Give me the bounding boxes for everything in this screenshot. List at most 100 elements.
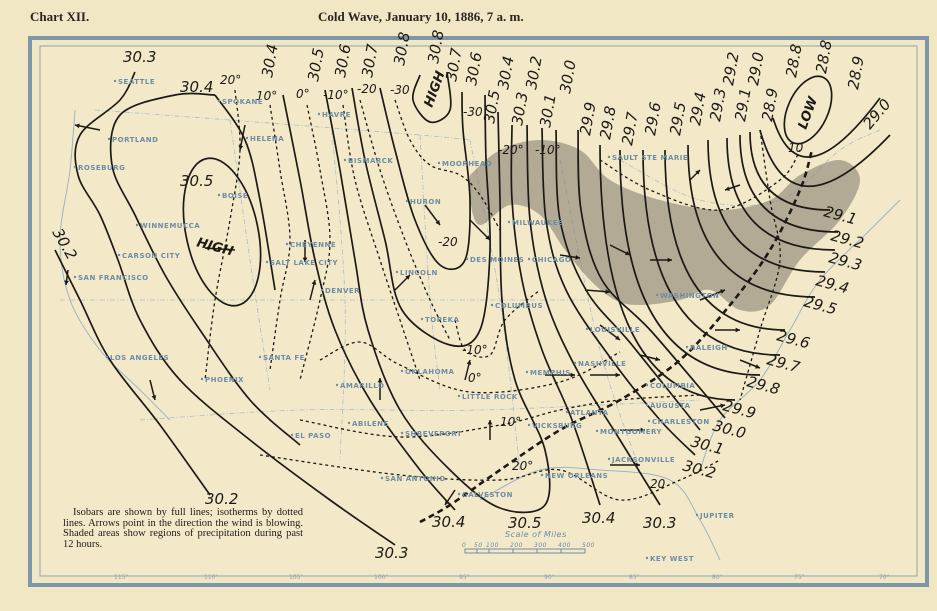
city-dot <box>395 270 399 274</box>
city-label: SHREVEPORT <box>405 430 462 438</box>
isobar-line <box>214 94 276 291</box>
isobar-line <box>707 139 826 273</box>
isobar-line <box>109 92 301 446</box>
isobar-label: 30.2 <box>522 55 546 91</box>
wind-arrowhead-icon <box>615 372 620 378</box>
city-dot <box>400 369 404 373</box>
isobar-label: 30.3 <box>643 514 676 532</box>
isotherm-label: 0° <box>296 87 310 101</box>
wind-arrowhead-icon <box>735 327 740 333</box>
scale-title: Scale of Miles <box>505 530 567 539</box>
isobar-line <box>772 97 881 158</box>
isobar-label: 30.0 <box>556 59 580 95</box>
city-dot <box>527 423 531 427</box>
city-label: ATLANTA <box>570 409 609 417</box>
isobar-line <box>411 71 452 124</box>
isotherm-label: -10° <box>462 343 488 357</box>
city-label: CHICAGO <box>532 256 571 264</box>
isotherm-label: -10° <box>535 143 561 157</box>
longitude-label: 100° <box>374 574 388 581</box>
city-dot <box>405 199 409 203</box>
coastline-gulf <box>479 466 721 561</box>
longitude-label: 80° <box>712 574 723 581</box>
city-dot <box>490 303 494 307</box>
wind-arrowhead-icon <box>640 427 645 433</box>
isobar-line <box>687 144 816 298</box>
isobar-line <box>379 87 471 271</box>
wind-arrowhead-icon <box>238 145 244 150</box>
city-dot <box>117 253 121 257</box>
city-dot <box>113 79 117 83</box>
longitude-label: 90° <box>544 574 555 581</box>
city-label: LITTLE ROCK <box>462 393 518 401</box>
scale-of-miles: Scale of Miles 0 50 100 200 300 400 500 <box>462 530 594 554</box>
isobar-line <box>54 249 211 496</box>
city-dot <box>380 476 384 480</box>
city-dot <box>525 370 529 374</box>
isobar-label: 30.5 <box>180 172 213 190</box>
city-dot <box>343 158 347 162</box>
city-label: ROSEBURG <box>78 164 125 172</box>
city-dot <box>265 260 269 264</box>
wind-arrowhead-icon <box>695 170 700 175</box>
wind-arrowhead-icon <box>151 395 157 400</box>
isobar-line <box>619 149 761 376</box>
city-label: RALEIGH <box>690 344 728 352</box>
city-label: ABILENE <box>352 420 389 428</box>
city-label: AMARILLO <box>340 382 384 390</box>
city-dot <box>465 257 469 261</box>
city-label: LOS ANGELES <box>110 354 169 362</box>
wind-arrows <box>64 123 761 506</box>
precipitation-shading <box>469 140 860 312</box>
boundary-line <box>94 109 471 141</box>
city-label: WINNEMUCCA <box>140 222 200 230</box>
wind-arrowhead-icon <box>487 420 493 425</box>
wind-arrowhead-icon <box>625 250 630 256</box>
isobar-label: 30.6 <box>462 51 486 87</box>
map-title: Cold Wave, January 10, 1886, 7 a. m. <box>318 9 524 24</box>
isotherm-line <box>394 99 501 231</box>
city-label: HAVRE <box>322 111 351 119</box>
city-dot <box>457 394 461 398</box>
city-dot <box>317 112 321 116</box>
wind-arrowhead-icon <box>64 280 69 285</box>
city-dot <box>217 99 221 103</box>
isobars <box>54 71 891 546</box>
city-label: JUPITER <box>699 512 735 520</box>
isobar-line <box>282 94 456 511</box>
city-dot <box>320 288 324 292</box>
city-label: PHOENIX <box>205 376 244 384</box>
city-dot <box>290 433 294 437</box>
isobar-line <box>642 149 781 356</box>
chart-number: Chart XII. <box>30 9 90 24</box>
city-dot <box>695 513 699 517</box>
isobar-line <box>759 129 891 188</box>
city-dot <box>400 431 404 435</box>
wind-arrowhead-icon <box>605 289 610 295</box>
city-label: PORTLAND <box>112 136 158 144</box>
isotherm-label: 0° <box>468 371 482 385</box>
city-dot <box>347 421 351 425</box>
city-dot <box>645 403 649 407</box>
city-label: DENVER <box>325 287 360 295</box>
scale-tick: 300 <box>534 542 547 549</box>
longitude-label: 105° <box>289 574 303 581</box>
isobar-line <box>577 129 726 419</box>
isotherm-label: -30 <box>390 83 410 97</box>
map-outer-border <box>28 36 929 587</box>
wind-arrowhead-icon <box>466 360 472 365</box>
coastline-west <box>59 109 171 421</box>
city-dot <box>527 257 531 261</box>
wind-arrowhead-icon <box>755 364 760 369</box>
city-dot <box>685 345 689 349</box>
isobar-line <box>739 134 839 233</box>
wind-arrow <box>469 219 491 241</box>
city-dot <box>73 275 77 279</box>
isobar-line <box>526 124 661 506</box>
city-dot <box>73 165 77 169</box>
isobar-label: 29.9 <box>576 101 600 137</box>
isotherm-line <box>359 99 451 341</box>
city-label: TOPEKA <box>425 316 460 324</box>
isotherm-label: -20 <box>357 82 377 96</box>
